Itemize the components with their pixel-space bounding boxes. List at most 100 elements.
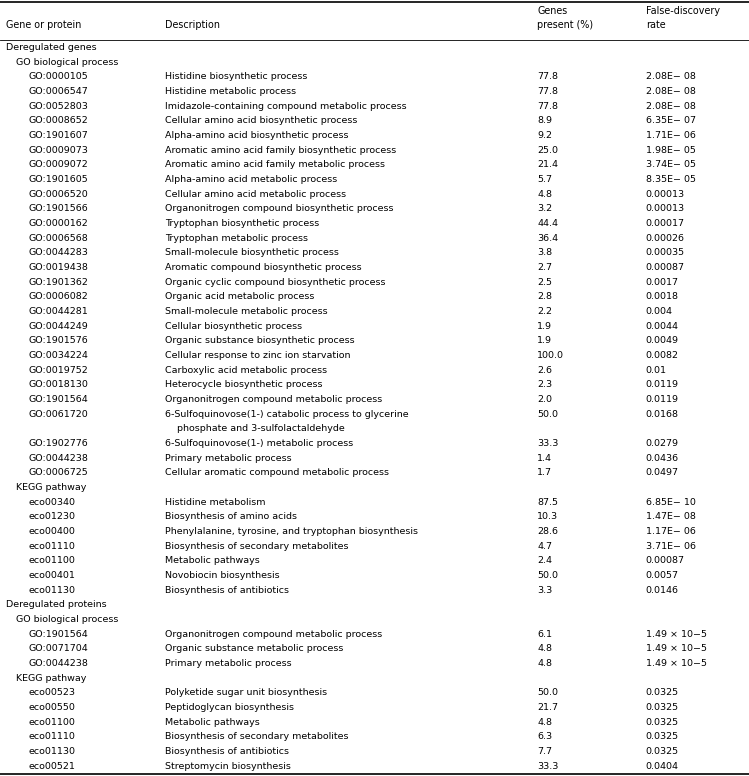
Text: GO:0018130: GO:0018130 — [28, 380, 88, 390]
Text: 2.6: 2.6 — [537, 365, 552, 375]
Text: Primary metabolic process: Primary metabolic process — [165, 454, 291, 462]
Text: 0.0119: 0.0119 — [646, 395, 679, 404]
Text: 6.3: 6.3 — [537, 733, 552, 741]
Text: GO:0044249: GO:0044249 — [28, 322, 88, 331]
Text: 21.4: 21.4 — [537, 161, 558, 169]
Text: 0.01: 0.01 — [646, 365, 667, 375]
Text: eco01130: eco01130 — [28, 586, 76, 594]
Text: 44.4: 44.4 — [537, 219, 558, 228]
Text: Biosynthesis of antibiotics: Biosynthesis of antibiotics — [165, 586, 289, 594]
Text: 0.0279: 0.0279 — [646, 439, 679, 448]
Text: 1.4: 1.4 — [537, 454, 552, 462]
Text: 0.0082: 0.0082 — [646, 351, 679, 360]
Text: eco01100: eco01100 — [28, 718, 76, 726]
Text: GO:0071704: GO:0071704 — [28, 644, 88, 653]
Text: Genes: Genes — [537, 6, 567, 16]
Text: eco00340: eco00340 — [28, 497, 76, 507]
Text: Cellular amino acid biosynthetic process: Cellular amino acid biosynthetic process — [165, 116, 357, 125]
Text: Organonitrogen compound biosynthetic process: Organonitrogen compound biosynthetic pro… — [165, 204, 393, 213]
Text: Aromatic compound biosynthetic process: Aromatic compound biosynthetic process — [165, 263, 362, 272]
Text: 1.47E− 08: 1.47E− 08 — [646, 512, 696, 521]
Text: KEGG pathway: KEGG pathway — [16, 674, 87, 683]
Text: 4.8: 4.8 — [537, 644, 552, 653]
Text: 0.0325: 0.0325 — [646, 747, 679, 756]
Text: 2.4: 2.4 — [537, 556, 552, 565]
Text: eco01130: eco01130 — [28, 747, 76, 756]
Text: GO:0044238: GO:0044238 — [28, 659, 88, 668]
Text: 4.7: 4.7 — [537, 542, 552, 551]
Text: 0.0325: 0.0325 — [646, 733, 679, 741]
Text: eco01100: eco01100 — [28, 556, 76, 565]
Text: GO:0006547: GO:0006547 — [28, 87, 88, 96]
Text: 4.8: 4.8 — [537, 718, 552, 726]
Text: 10.3: 10.3 — [537, 512, 558, 521]
Text: eco00401: eco00401 — [28, 571, 76, 580]
Text: Deregulated proteins: Deregulated proteins — [6, 601, 106, 609]
Text: 0.0497: 0.0497 — [646, 469, 679, 477]
Text: Cellular response to zinc ion starvation: Cellular response to zinc ion starvation — [165, 351, 351, 360]
Text: 77.8: 77.8 — [537, 102, 558, 111]
Text: 0.0404: 0.0404 — [646, 762, 679, 771]
Text: 0.0325: 0.0325 — [646, 703, 679, 712]
Text: 1.9: 1.9 — [537, 322, 552, 331]
Text: GO:0008652: GO:0008652 — [28, 116, 88, 125]
Text: 0.0325: 0.0325 — [646, 688, 679, 698]
Text: Cellular aromatic compound metabolic process: Cellular aromatic compound metabolic pro… — [165, 469, 389, 477]
Text: GO:1901564: GO:1901564 — [28, 395, 88, 404]
Text: 3.8: 3.8 — [537, 248, 552, 258]
Text: 0.0017: 0.0017 — [646, 278, 679, 286]
Text: 2.0: 2.0 — [537, 395, 552, 404]
Text: Small-molecule metabolic process: Small-molecule metabolic process — [165, 307, 327, 316]
Text: Tryptophan metabolic process: Tryptophan metabolic process — [165, 234, 308, 243]
Text: 3.3: 3.3 — [537, 586, 552, 594]
Text: GO:0006725: GO:0006725 — [28, 469, 88, 477]
Text: GO:0019438: GO:0019438 — [28, 263, 88, 272]
Text: 6.85E− 10: 6.85E− 10 — [646, 497, 696, 507]
Text: 25.0: 25.0 — [537, 146, 558, 154]
Text: Polyketide sugar unit biosynthesis: Polyketide sugar unit biosynthesis — [165, 688, 327, 698]
Text: GO:1901576: GO:1901576 — [28, 336, 88, 345]
Text: 0.0119: 0.0119 — [646, 380, 679, 390]
Text: eco00523: eco00523 — [28, 688, 76, 698]
Text: eco01110: eco01110 — [28, 733, 76, 741]
Text: GO:1901605: GO:1901605 — [28, 175, 88, 184]
Text: Histidine metabolism: Histidine metabolism — [165, 497, 265, 507]
Text: Streptomycin biosynthesis: Streptomycin biosynthesis — [165, 762, 291, 771]
Text: GO:0000105: GO:0000105 — [28, 72, 88, 81]
Text: 0.0057: 0.0057 — [646, 571, 679, 580]
Text: 8.9: 8.9 — [537, 116, 552, 125]
Text: 0.00026: 0.00026 — [646, 234, 685, 243]
Text: eco00400: eco00400 — [28, 527, 76, 536]
Text: Organonitrogen compound metabolic process: Organonitrogen compound metabolic proces… — [165, 395, 382, 404]
Text: 33.3: 33.3 — [537, 762, 559, 771]
Text: Aromatic amino acid family biosynthetic process: Aromatic amino acid family biosynthetic … — [165, 146, 396, 154]
Text: 8.35E− 05: 8.35E− 05 — [646, 175, 696, 184]
Text: eco01230: eco01230 — [28, 512, 76, 521]
Text: 2.08E− 08: 2.08E− 08 — [646, 87, 696, 96]
Text: 87.5: 87.5 — [537, 497, 558, 507]
Text: Heterocycle biosynthetic process: Heterocycle biosynthetic process — [165, 380, 322, 390]
Text: Peptidoglycan biosynthesis: Peptidoglycan biosynthesis — [165, 703, 294, 712]
Text: 33.3: 33.3 — [537, 439, 559, 448]
Text: 0.0168: 0.0168 — [646, 410, 679, 418]
Text: 2.08E− 08: 2.08E− 08 — [646, 102, 696, 111]
Text: GO:0044281: GO:0044281 — [28, 307, 88, 316]
Text: phosphate and 3-sulfolactaldehyde: phosphate and 3-sulfolactaldehyde — [165, 424, 345, 433]
Text: 4.8: 4.8 — [537, 189, 552, 199]
Text: 1.98E− 05: 1.98E− 05 — [646, 146, 696, 154]
Text: 1.49 × 10−5: 1.49 × 10−5 — [646, 644, 706, 653]
Text: 1.17E− 06: 1.17E− 06 — [646, 527, 696, 536]
Text: GO:0006520: GO:0006520 — [28, 189, 88, 199]
Text: Deregulated genes: Deregulated genes — [6, 43, 97, 52]
Text: 0.00087: 0.00087 — [646, 263, 685, 272]
Text: GO:0000162: GO:0000162 — [28, 219, 88, 228]
Text: GO biological process: GO biological process — [16, 615, 119, 624]
Text: GO:0034224: GO:0034224 — [28, 351, 88, 360]
Text: eco00550: eco00550 — [28, 703, 76, 712]
Text: 2.5: 2.5 — [537, 278, 552, 286]
Text: 0.0325: 0.0325 — [646, 718, 679, 726]
Text: Cellular biosynthetic process: Cellular biosynthetic process — [165, 322, 302, 331]
Text: Carboxylic acid metabolic process: Carboxylic acid metabolic process — [165, 365, 327, 375]
Text: 0.0049: 0.0049 — [646, 336, 679, 345]
Text: 2.08E− 08: 2.08E− 08 — [646, 72, 696, 81]
